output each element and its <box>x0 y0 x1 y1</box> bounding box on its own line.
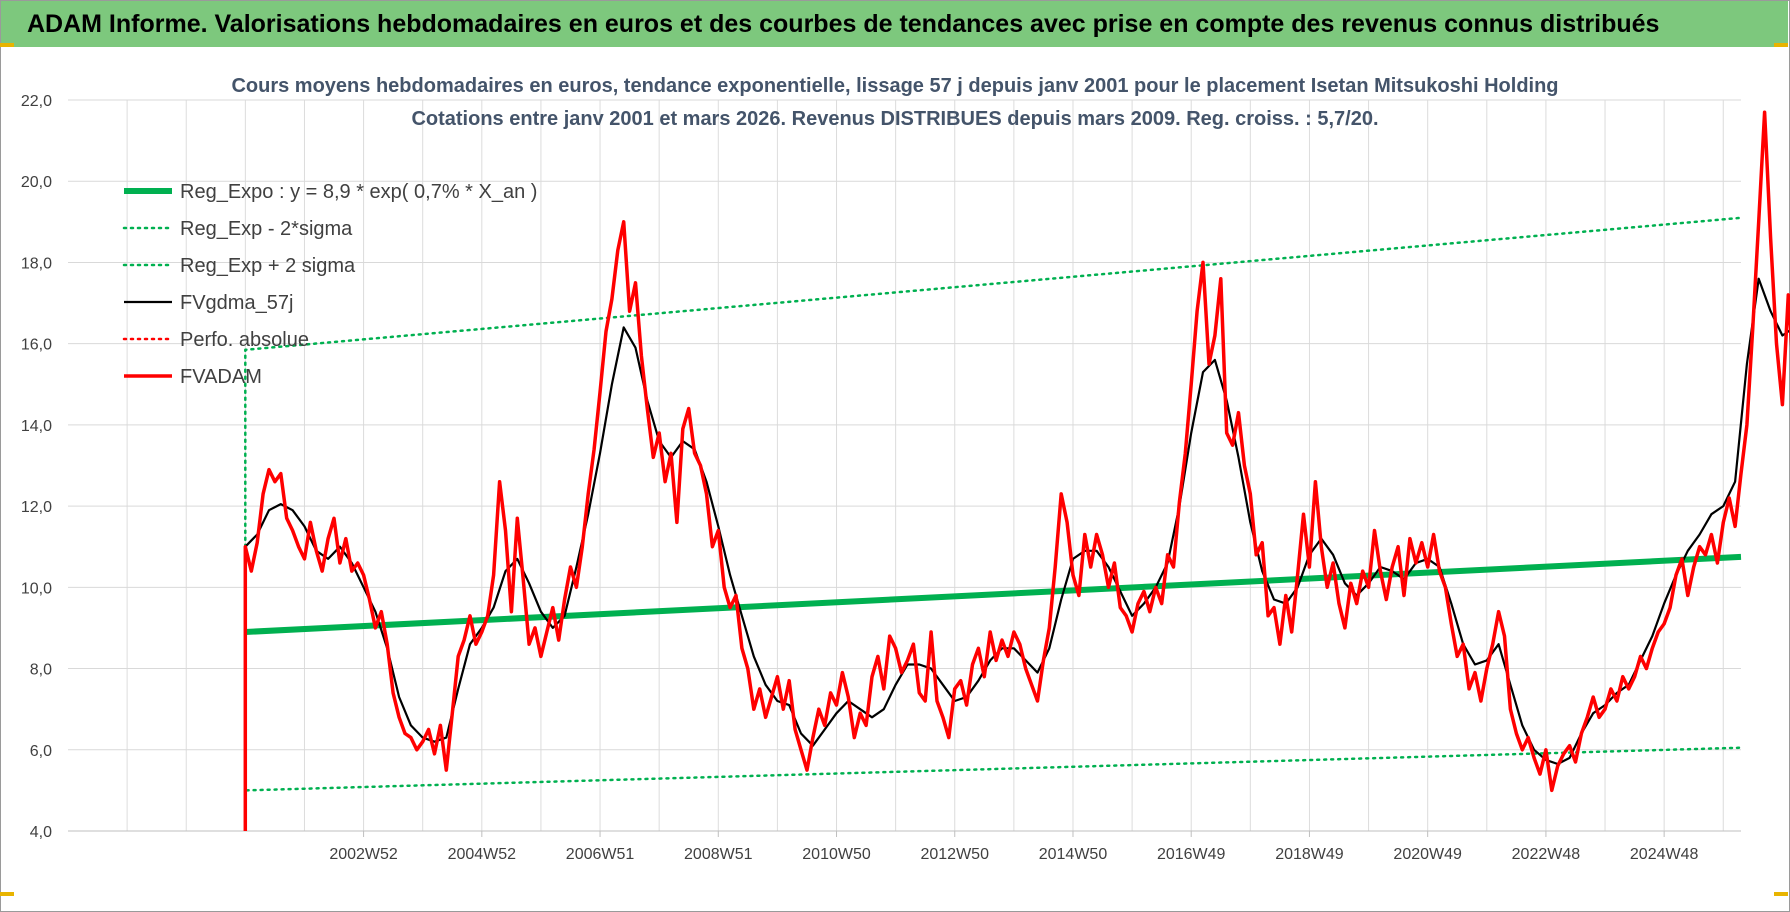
series-line <box>243 110 1790 831</box>
x-tick-label: 2014W50 <box>1039 846 1108 863</box>
x-tick-label: 2010W50 <box>802 846 871 863</box>
legend-label: Perfo. absolue <box>180 329 309 351</box>
legend-label: FVgdma_57j <box>180 292 293 314</box>
y-tick-label: 16,0 <box>21 337 52 354</box>
x-tick-label: 2020W49 <box>1393 846 1462 863</box>
y-tick-label: 6,0 <box>30 743 52 760</box>
legend-label: Reg_Exp - 2*sigma <box>180 218 353 240</box>
corner-mark-bottom-left <box>0 892 14 896</box>
report-banner: ADAM Informe. Valorisations hebdomadaire… <box>1 1 1788 47</box>
x-tick-label: 2008W51 <box>684 846 753 863</box>
grid-layer <box>68 99 1741 832</box>
y-tick-label: 4,0 <box>30 824 52 841</box>
x-tick-label: 2016W49 <box>1157 846 1226 863</box>
y-tick-label: 12,0 <box>21 499 52 516</box>
y-tick-label: 14,0 <box>21 418 52 435</box>
series-layer <box>243 110 1790 831</box>
chart-title: Cours moyens hebdomadaires en euros, ten… <box>231 75 1558 97</box>
y-tick-label: 10,0 <box>21 580 52 597</box>
x-tick-label: 2004W52 <box>448 846 517 863</box>
legend: Reg_Expo : y = 8,9 * exp( 0,7% * X_an ) R… <box>122 181 537 388</box>
y-tick-label: 20,0 <box>21 174 52 191</box>
series-line <box>244 277 1790 766</box>
corner-mark-top-right <box>1774 43 1788 47</box>
x-tick-label: 2002W52 <box>329 846 398 863</box>
y-tick-label: 22,0 <box>21 93 52 110</box>
x-tick-label: 2018W49 <box>1275 846 1344 863</box>
legend-label: Reg_Expo : y = 8,9 * exp( 0,7% * X_an ) <box>180 181 537 203</box>
legend-label: FVADAM <box>180 366 262 388</box>
corner-mark-top-left <box>0 43 14 47</box>
chart-subtitle: Cotations entre janv 2001 et mars 2026. … <box>411 108 1378 130</box>
series-line <box>245 553 1742 635</box>
x-tick-label: 2012W50 <box>920 846 989 863</box>
x-tick-label: 2006W51 <box>566 846 635 863</box>
corner-mark-bottom-right <box>1774 892 1788 896</box>
series-line <box>244 545 1743 792</box>
x-tick-label: 2022W48 <box>1512 846 1581 863</box>
x-tick-label: 2024W48 <box>1630 846 1699 863</box>
series-line <box>244 216 1743 548</box>
y-tick-label: 8,0 <box>30 662 52 679</box>
axis-layer: 4,0 6,0 8,0 10,0 12,0 14,0 16,0 18,0 20,0 22,0 200… <box>21 93 1741 863</box>
legend-label: Reg_Exp + 2 sigma <box>180 255 356 277</box>
y-tick-label: 18,0 <box>21 255 52 272</box>
